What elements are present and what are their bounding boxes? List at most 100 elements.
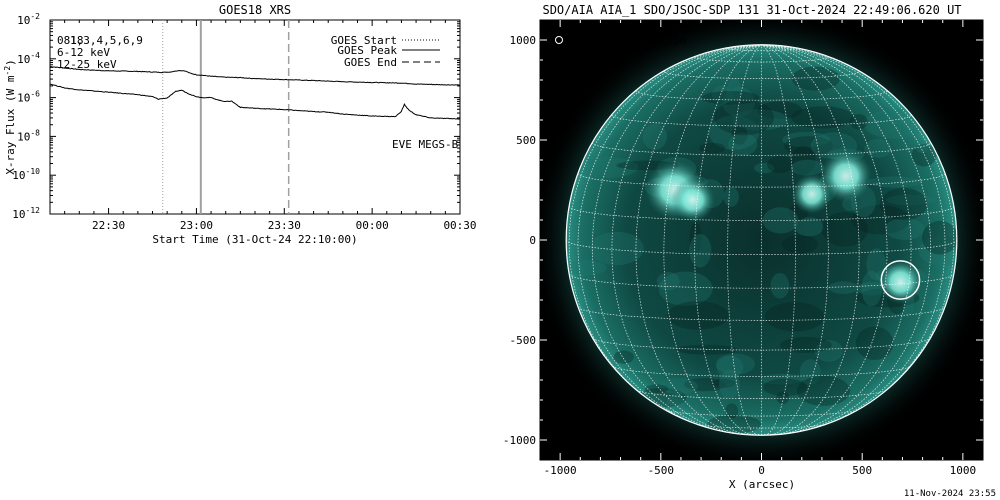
- disk-mottle: [828, 281, 859, 295]
- disk-mottle: [644, 384, 669, 393]
- longitude-line: [577, 44, 762, 431]
- longitude-line: [761, 44, 946, 431]
- disk-mottle: [879, 188, 928, 221]
- timestamp: 11-Nov-2024 23:55: [904, 489, 996, 499]
- latitude-line: [663, 71, 860, 79]
- latitude-line: [611, 365, 912, 377]
- disk-mottle: [867, 176, 922, 188]
- goes-x-ticks: 22:30 23:00 23:30 00:00 00:30: [49, 20, 477, 232]
- disk-mottle: [782, 131, 830, 148]
- disk-mottle: [723, 187, 739, 207]
- disk-mottle: [726, 77, 742, 106]
- disk-mottle: [711, 378, 736, 388]
- disk-mottle: [790, 159, 825, 176]
- disk-mottle: [763, 378, 808, 397]
- longitude-line: [761, 44, 912, 435]
- disk-mottle: [855, 326, 894, 360]
- goes-y-tick-label: 10-6: [17, 90, 40, 105]
- aia-legend: AIA flare location: [555, 34, 686, 47]
- series-6-12kev: [50, 83, 460, 120]
- goes-y-tick-label: 10-10: [12, 167, 40, 182]
- legend-goes-peak: GOES Peak: [337, 44, 397, 57]
- goes-y-tick-label: 10-8: [17, 128, 40, 143]
- active-region-northwest: [820, 150, 873, 202]
- disk-mottle: [757, 101, 803, 119]
- disk-mottle: [884, 218, 925, 240]
- aia-y-tick-label: -1000: [503, 434, 536, 447]
- longitude-line: [727, 44, 762, 436]
- latitude-line: [696, 423, 827, 429]
- disk-mottle: [701, 90, 760, 105]
- disk-mottle: [719, 369, 740, 399]
- channel-label-0818: 0818: [57, 34, 84, 47]
- aia-legend-label: AIA flare location: [567, 34, 686, 47]
- disk-mottle: [716, 355, 744, 379]
- disk-mottle: [767, 155, 794, 174]
- goes-y-tick-label: 10-4: [17, 51, 40, 66]
- disk-mottle: [732, 109, 788, 131]
- longitude-line: [568, 44, 762, 420]
- goes-y-tick-label: 10-12: [12, 206, 40, 221]
- aia-x-tick-label: -500: [648, 464, 675, 477]
- disk-mottle: [707, 414, 761, 434]
- disk-mottle: [885, 194, 936, 206]
- disk-mottle: [613, 350, 634, 364]
- aia-x-tick-label: 1000: [950, 464, 977, 477]
- longitude-line: [591, 44, 762, 434]
- latitude-line: [568, 274, 955, 289]
- disk-mottle: [659, 378, 698, 395]
- latitude-line: [568, 206, 955, 221]
- goes-x-tick-label: 23:30: [268, 219, 301, 232]
- aia-title: SDO/AIA AIA_1 SDO/JSOC-SDP 131 31-Oct-20…: [542, 3, 961, 17]
- disk-mottle: [770, 272, 790, 299]
- disk-mottle: [814, 340, 843, 362]
- aia-x-tick-label: 500: [852, 464, 872, 477]
- disk-mottle: [851, 205, 910, 235]
- disk-mottle: [589, 231, 644, 266]
- disk-mottle: [689, 233, 712, 268]
- disk-mottle: [776, 391, 790, 405]
- goes-panel: GOES18 XRS 10-2 10-4 10-6 10-8 10-10 10-12 22…: [3, 3, 477, 246]
- flare-location-circle: [880, 260, 921, 300]
- longitude-line: [761, 44, 860, 436]
- disk-mottle: [791, 106, 855, 129]
- goes-markers: [162, 20, 290, 214]
- disk-mottle: [864, 139, 892, 158]
- disk-mottle: [791, 66, 840, 91]
- disk-mottle: [794, 217, 824, 237]
- disk-mottle: [784, 136, 833, 156]
- disk-mottle: [764, 302, 825, 332]
- goes-plot-frame: [49, 19, 461, 215]
- longitude-line: [761, 44, 932, 434]
- disk-mottle: [821, 212, 869, 247]
- longitude-line: [663, 44, 762, 436]
- aia-y-ticks: 1000 500 0 -500 -1000: [503, 34, 983, 447]
- longitude-line: [761, 44, 829, 436]
- legend-goes-start: GOES Start: [331, 34, 397, 47]
- aia-x-ticks: -1000 -500 0 500 1000: [544, 20, 977, 477]
- goes-y-ticks: 10-2 10-4 10-6 10-8 10-10 10-12: [12, 12, 460, 221]
- channel-label-12-25kev: 12-25 keV: [57, 58, 117, 71]
- active-region-north: [791, 174, 832, 214]
- goes-title: GOES18 XRS: [219, 3, 291, 17]
- goes-y-label: X-ray Flux (W m-2): [3, 59, 17, 175]
- aia-y-tick-label: 500: [516, 134, 536, 147]
- disk-mottle: [728, 132, 758, 156]
- longitude-line: [761, 44, 796, 436]
- disk-mottle: [656, 272, 680, 291]
- disk-mottle: [715, 353, 755, 375]
- goes-series: [50, 66, 460, 120]
- disk-mottle: [722, 86, 755, 118]
- disk-mottle: [921, 220, 957, 255]
- disk-mottle: [708, 115, 760, 150]
- longitude-line: [635, 44, 762, 436]
- aia-y-tick-label: 1000: [510, 34, 537, 47]
- disk-mottle: [689, 222, 702, 254]
- goes-x-tick-label: 00:00: [356, 219, 389, 232]
- disk-mottle: [714, 99, 774, 136]
- disk-mottle: [666, 394, 685, 412]
- aia-panel: SDO/AIA AIA_1 SDO/JSOC-SDP 131 31-Oct-20…: [503, 3, 984, 491]
- disk-mottle: [725, 403, 739, 419]
- disk-mottle: [658, 271, 713, 306]
